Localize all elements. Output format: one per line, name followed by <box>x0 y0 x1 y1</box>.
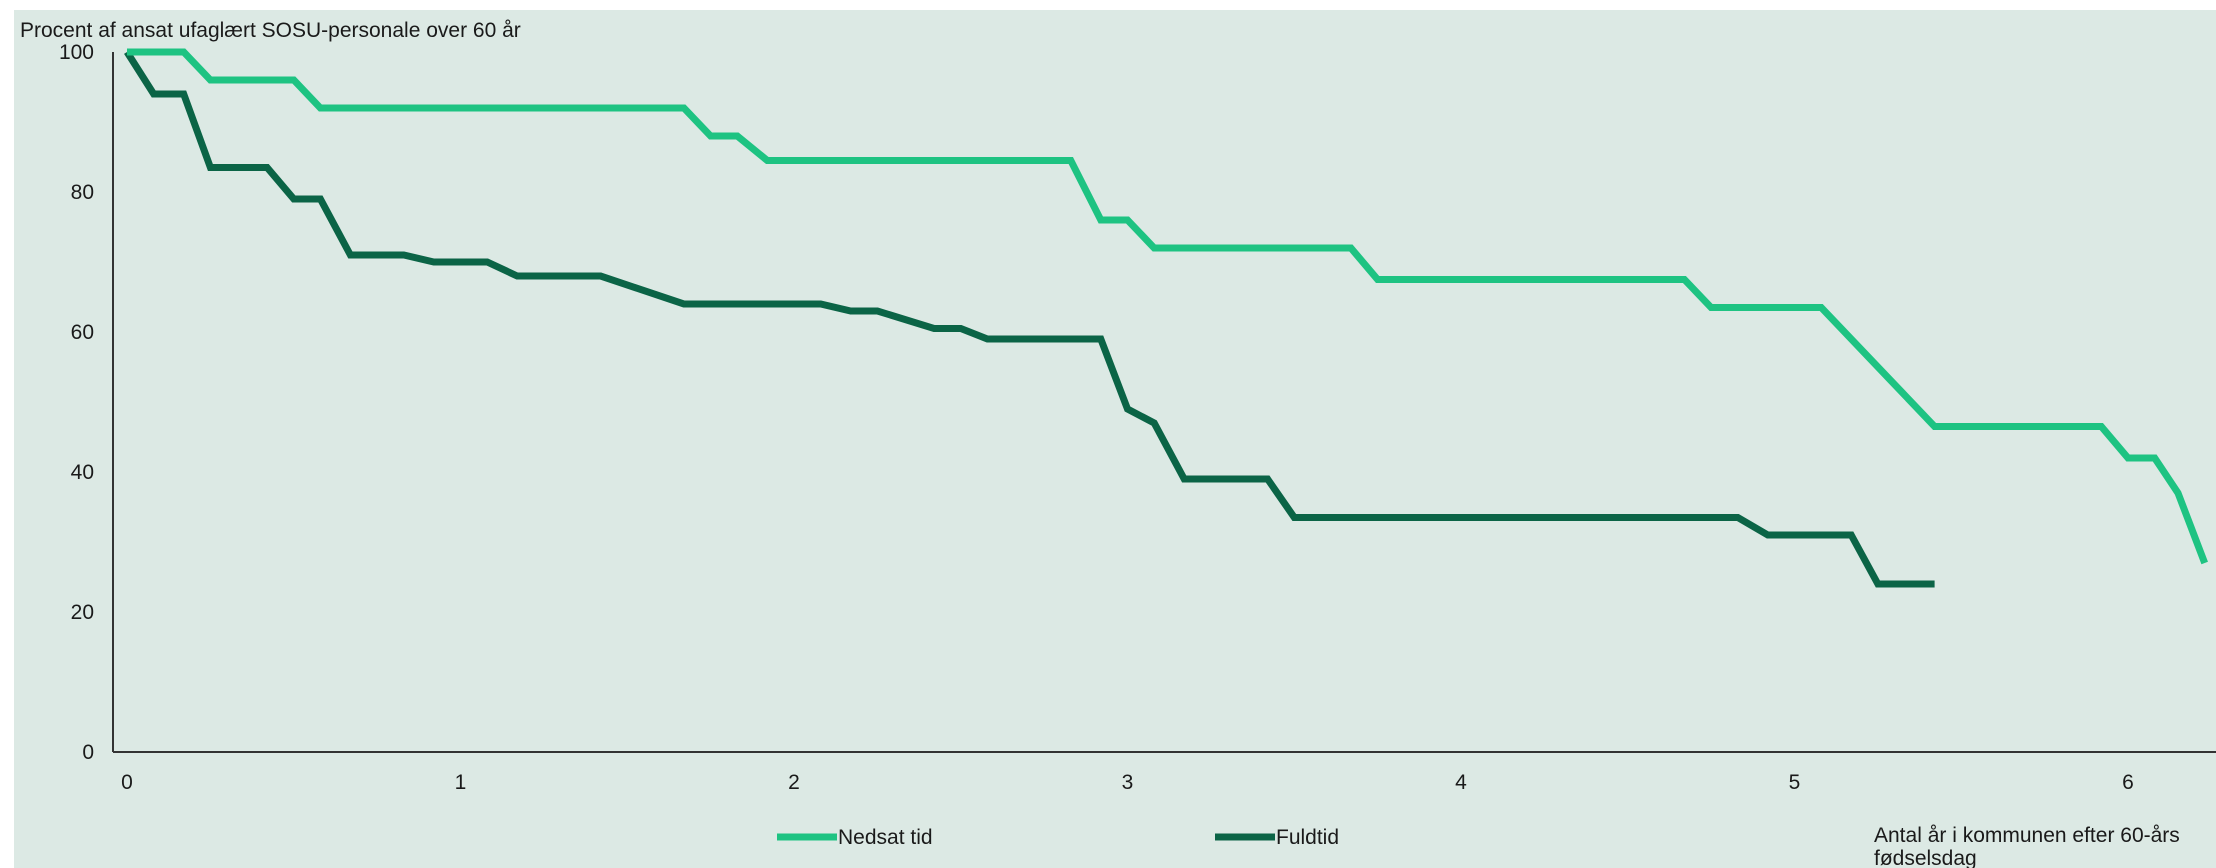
y-tick-label-40: 40 <box>71 461 94 484</box>
x-axis-label-line-2: fødselsdag <box>1874 847 1977 868</box>
legend-label-nedsat-tid: Nedsat tid <box>838 826 933 849</box>
x-axis-ticks: 0 1 2 3 4 5 6 <box>121 771 2134 794</box>
x-axis-label: Antal år i kommunen efter 60-års fødsels… <box>1874 824 2186 868</box>
legend-label-fuldtid: Fuldtid <box>1276 826 1339 849</box>
x-tick-label-2: 2 <box>788 771 800 794</box>
chart-panel <box>14 10 2216 868</box>
series-line-nedsat-tid <box>127 48 2208 565</box>
y-tick-label-80: 80 <box>71 181 94 204</box>
x-tick-label-3: 3 <box>1122 771 1134 794</box>
x-tick-label-0: 0 <box>121 771 133 794</box>
y-tick-label-0: 0 <box>82 741 94 764</box>
y-tick-label-100: 100 <box>59 41 94 64</box>
y-axis-label: Procent af ansat ufaglært SOSU-personale… <box>20 19 521 42</box>
x-tick-label-4: 4 <box>1455 771 1467 794</box>
y-tick-label-20: 20 <box>71 601 94 624</box>
series-layer <box>124 48 2208 588</box>
legend: Nedsat tid Fuldtid <box>777 826 1339 849</box>
x-axis-label-line-1: Antal år i kommunen efter 60-års <box>1874 824 2180 847</box>
x-tick-label-5: 5 <box>1789 771 1801 794</box>
y-axis-ticks: 0 20 40 60 80 100 <box>59 41 94 764</box>
x-tick-label-1: 1 <box>455 771 467 794</box>
series-line-fuldtid <box>124 50 1935 588</box>
y-tick-label-60: 60 <box>71 321 94 344</box>
x-tick-label-6: 6 <box>2122 771 2134 794</box>
